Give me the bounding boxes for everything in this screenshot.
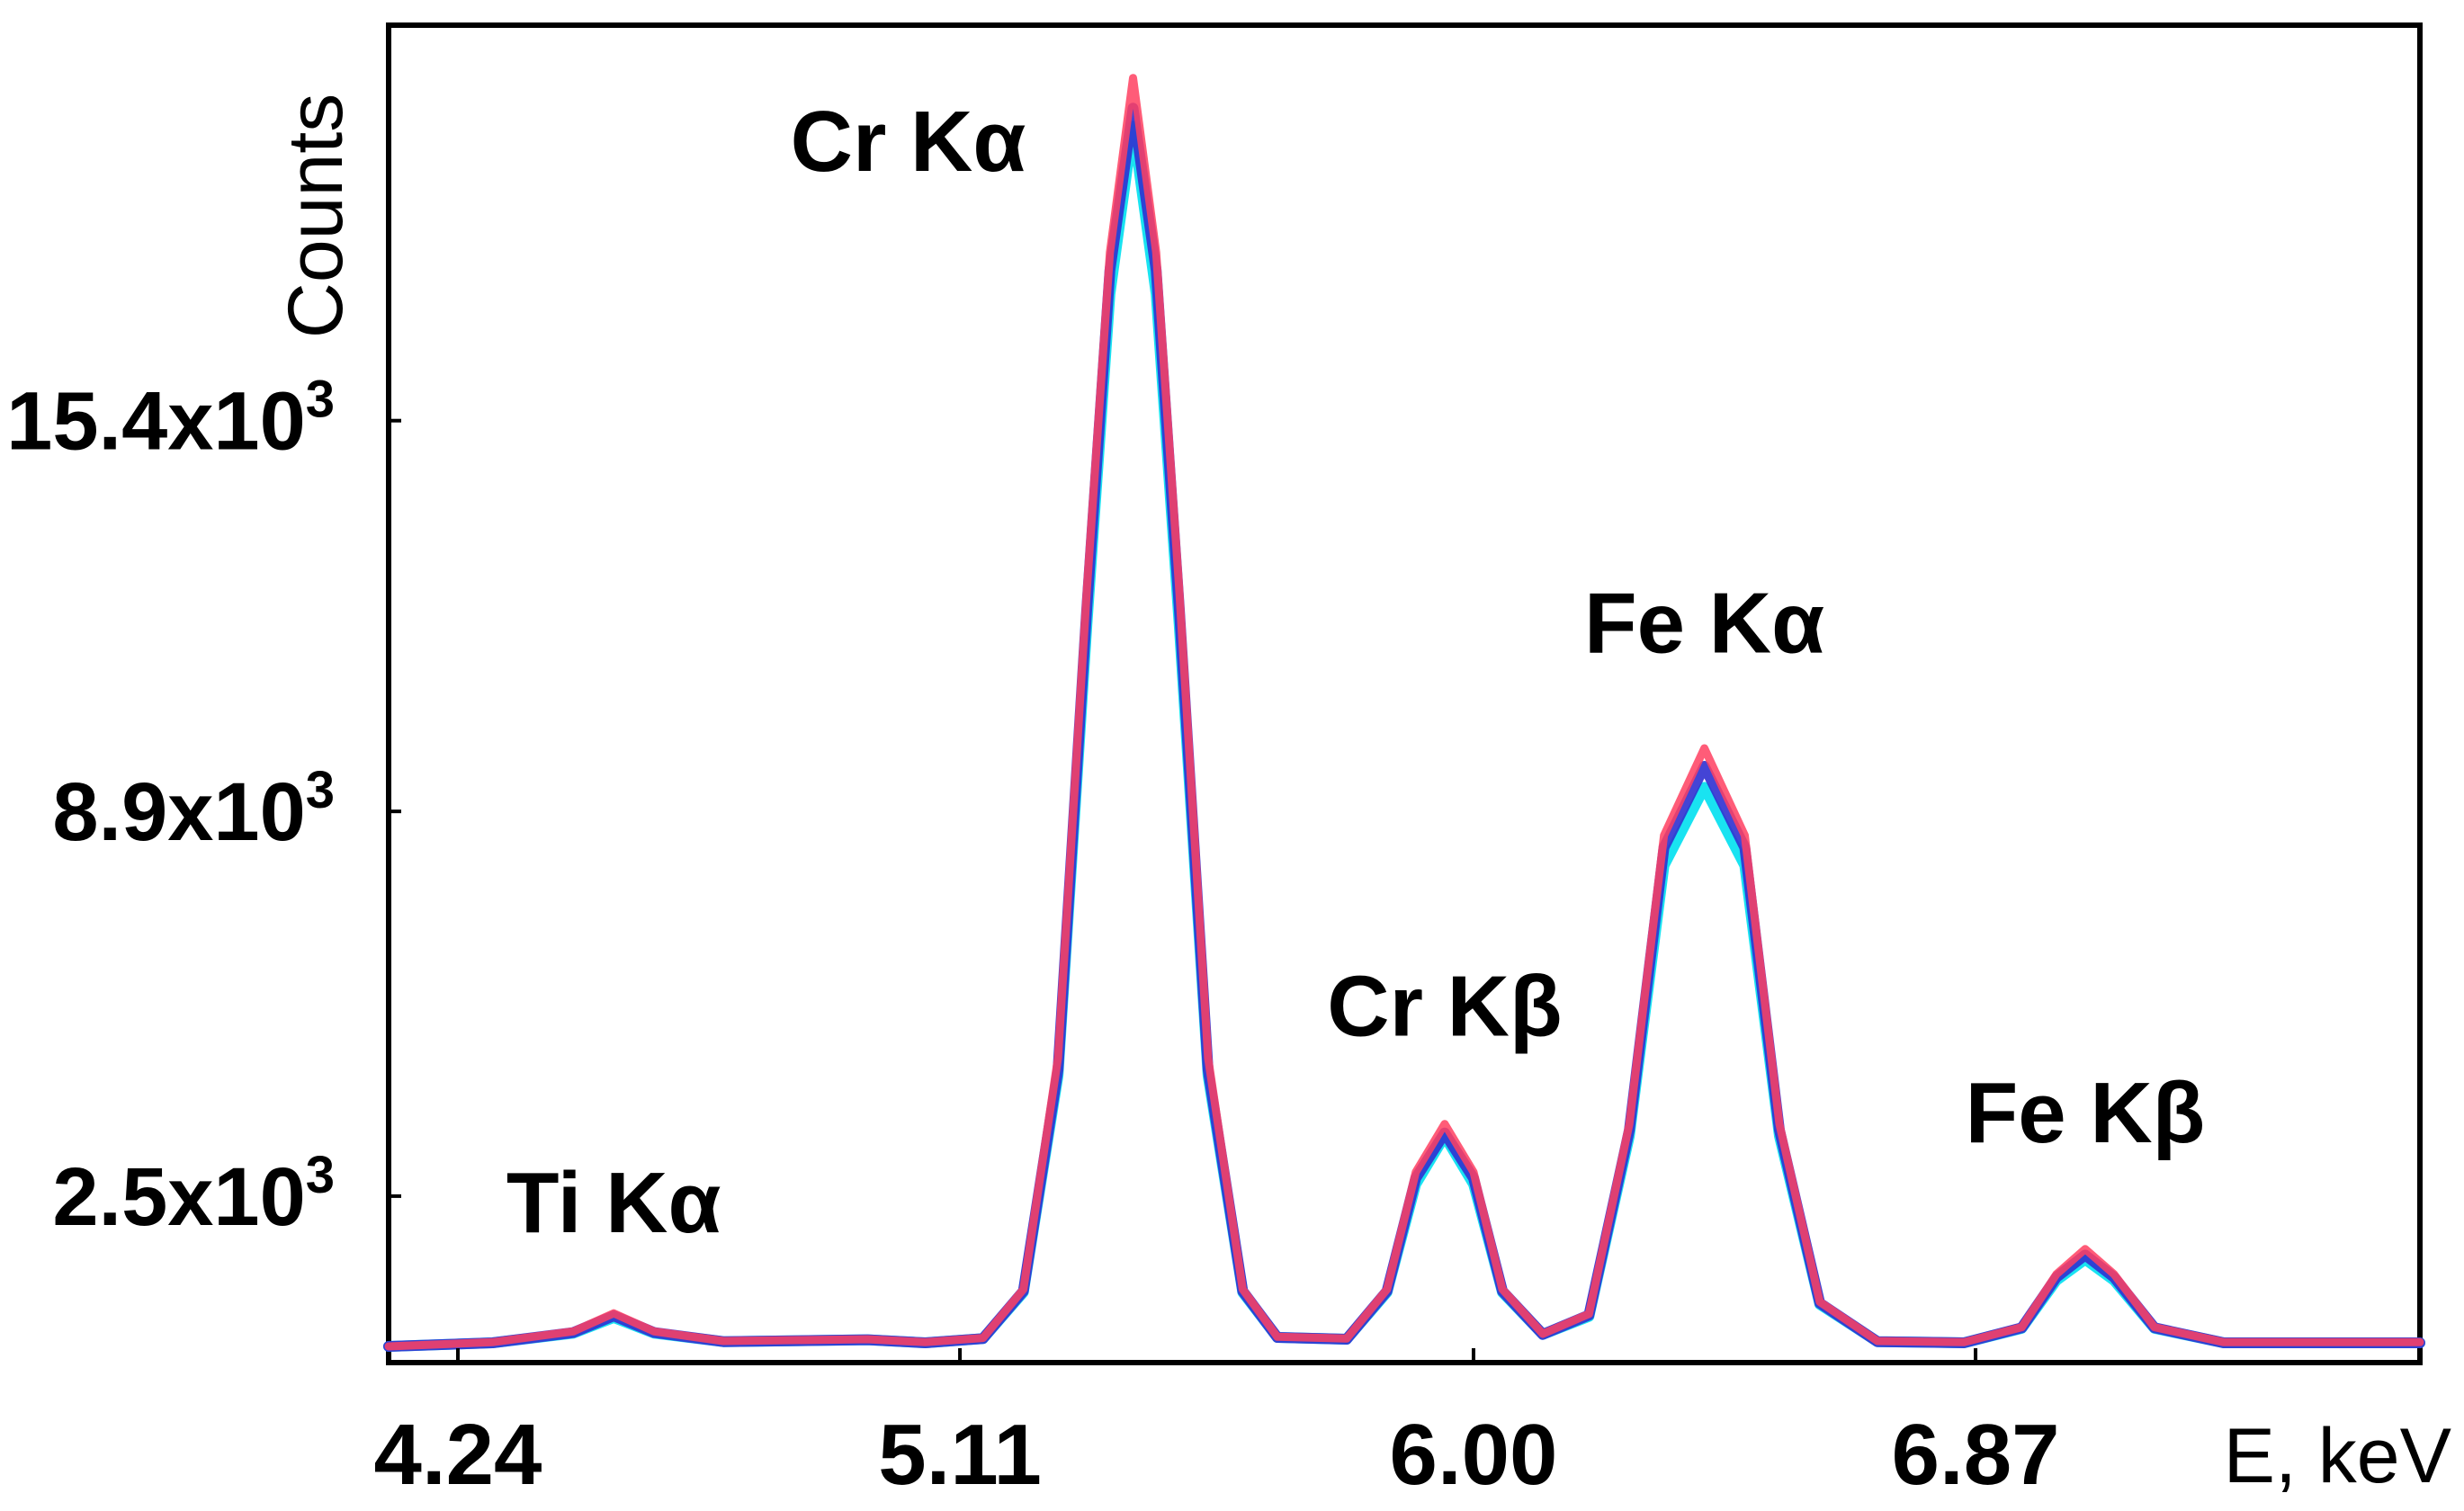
peak-label-1: Ti Kα — [506, 1155, 721, 1251]
peak-label-3: Cr Kβ — [1327, 958, 1562, 1054]
y-tick-layer: 2.5x103 8.9x103 15.4x103 — [6, 371, 401, 1243]
peak-label-4: Fe Kα — [1584, 575, 1824, 671]
peak-label-5: Fe Kβ — [1966, 1065, 2206, 1161]
series-layer — [383, 74, 2425, 1352]
series-line-3 — [384, 74, 2424, 1351]
x-tick-label-4: 6.87 — [1892, 1407, 2060, 1503]
x-tick-layer: 4.24 5.11 6.00 6.87 — [374, 1348, 2060, 1503]
y-tick-label-3: 15.4x103 — [6, 371, 335, 468]
y-tick-label-2: 8.9x103 — [52, 761, 335, 858]
x-tick-label-3: 6.00 — [1390, 1407, 1558, 1503]
y-tick-label-1: 2.5x103 — [52, 1146, 335, 1243]
peak-label-layer: Ti Kα Cr Kα Cr Kβ Fe Kα Fe Kβ — [506, 94, 2205, 1251]
peak-label-2: Cr Kα — [791, 94, 1026, 190]
plot-frame — [386, 22, 2423, 1365]
x-tick-label-1: 4.24 — [374, 1407, 542, 1503]
y-axis-label: Counts — [273, 94, 359, 339]
x-axis-label: E, keV — [2224, 1413, 2451, 1499]
x-tick-label-2: 5.11 — [878, 1407, 1042, 1503]
